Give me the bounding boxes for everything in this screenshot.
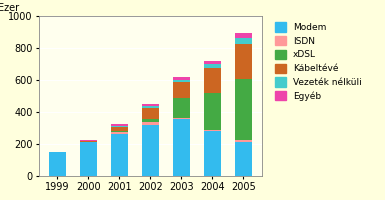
Bar	[172, 80, 190, 82]
Bar	[142, 125, 159, 176]
Bar	[234, 140, 252, 142]
Bar	[110, 124, 128, 126]
Bar	[80, 140, 97, 141]
Bar	[204, 61, 221, 64]
Bar	[110, 132, 128, 134]
Bar	[110, 134, 128, 176]
Bar	[234, 79, 252, 140]
Bar	[172, 98, 190, 118]
Bar	[204, 131, 221, 176]
Bar	[80, 142, 97, 176]
Bar	[172, 118, 190, 119]
Bar	[204, 64, 221, 68]
Bar	[110, 126, 128, 127]
Bar	[110, 131, 128, 132]
Bar	[172, 77, 190, 80]
Bar	[234, 33, 252, 38]
Bar	[204, 93, 221, 130]
Bar	[234, 44, 252, 79]
Bar	[142, 106, 159, 108]
Bar	[142, 119, 159, 122]
Text: Ezer: Ezer	[0, 3, 19, 13]
Bar	[80, 141, 97, 142]
Bar	[204, 68, 221, 93]
Bar	[204, 130, 221, 131]
Legend: Modem, ISDN, xDSL, Kábeltévé, Vezeték nélküli, Egyéb: Modem, ISDN, xDSL, Kábeltévé, Vezeték né…	[273, 21, 363, 102]
Bar	[172, 82, 190, 98]
Bar	[142, 108, 159, 119]
Bar	[142, 104, 159, 106]
Bar	[142, 122, 159, 125]
Bar	[234, 38, 252, 44]
Bar	[49, 152, 66, 176]
Bar	[234, 142, 252, 176]
Bar	[110, 127, 128, 131]
Bar	[172, 119, 190, 176]
